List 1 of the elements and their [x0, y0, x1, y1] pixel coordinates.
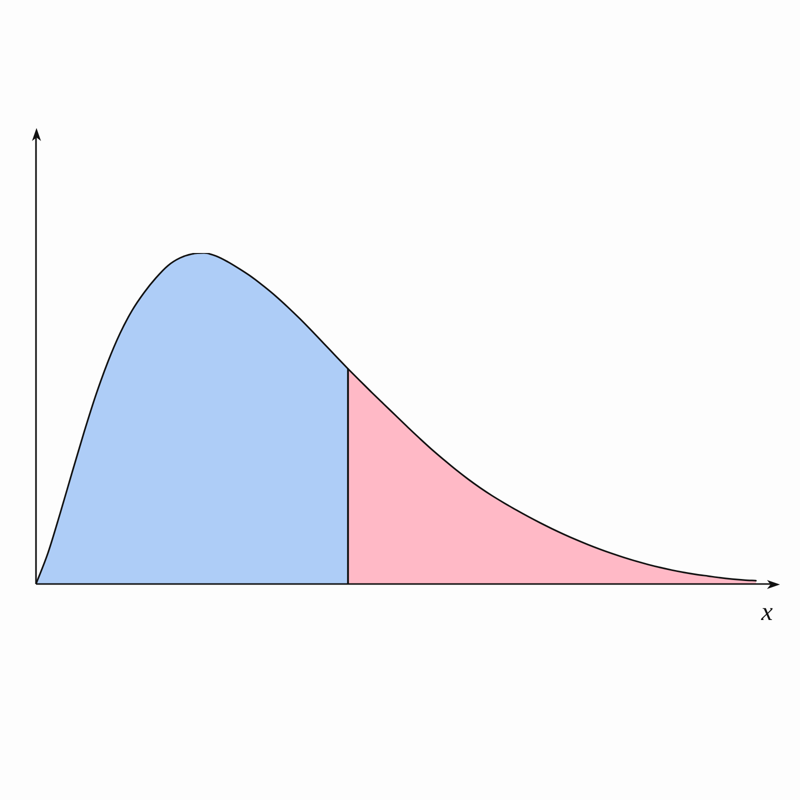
x-axis-title: x: [760, 596, 774, 626]
